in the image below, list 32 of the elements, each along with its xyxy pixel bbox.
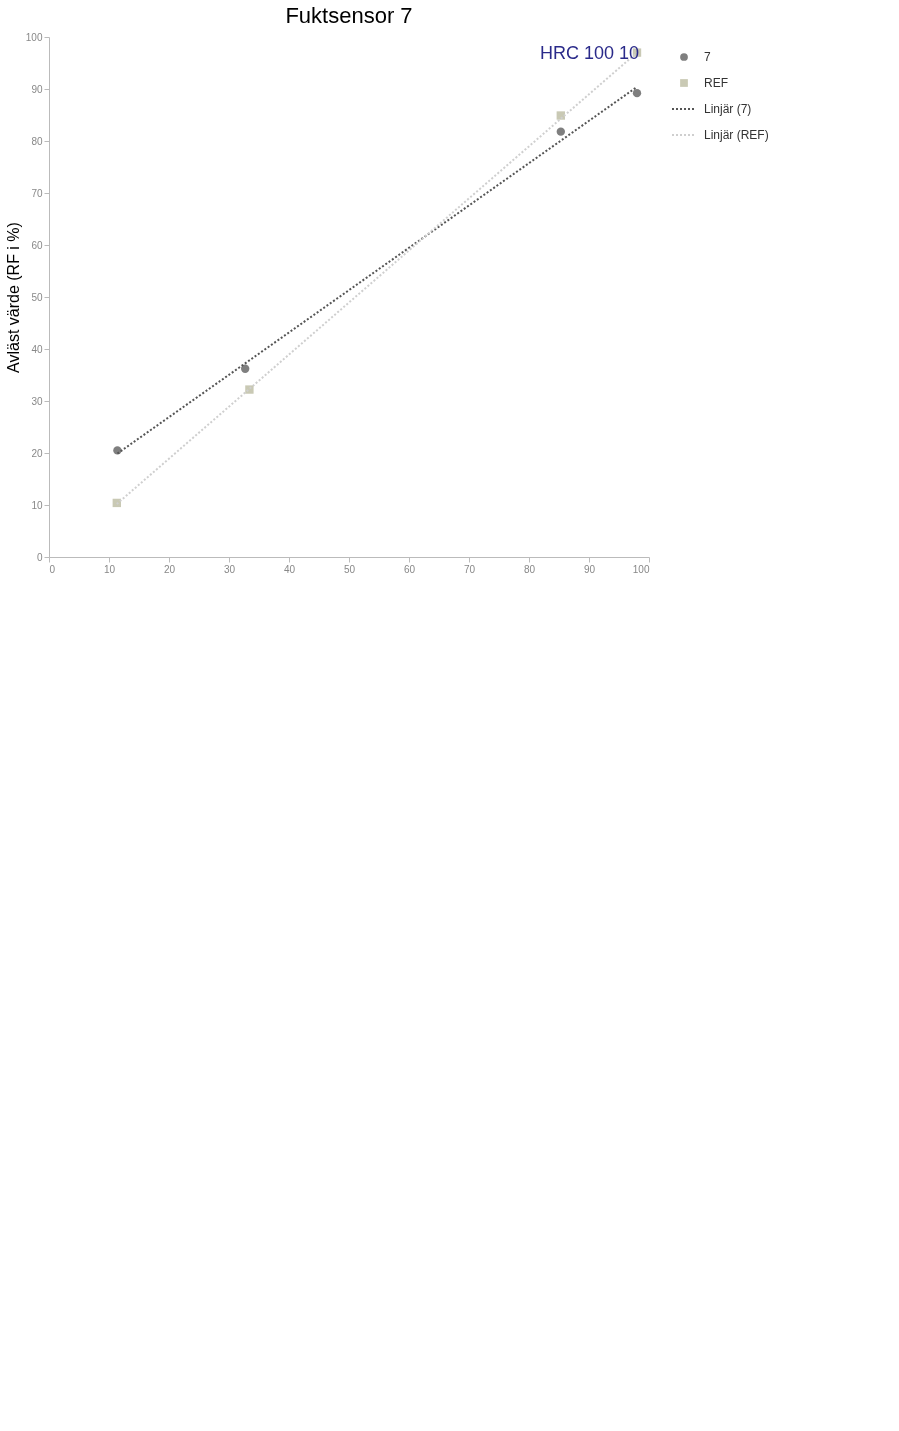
point bbox=[556, 127, 565, 136]
x-tick-label: 30 bbox=[223, 563, 236, 575]
y-tick-label: 90 bbox=[31, 83, 43, 95]
y-tick-label: 100 bbox=[25, 31, 43, 43]
y-tick-label: 40 bbox=[31, 343, 43, 355]
point bbox=[241, 364, 250, 373]
x-tick-label: 80 bbox=[523, 563, 536, 575]
y-axis-title: Avläst värde (RF i %) bbox=[4, 222, 22, 373]
y-tick-label: 70 bbox=[31, 187, 43, 199]
x-tick-label: 0 bbox=[49, 563, 56, 575]
y-tick-label: 10 bbox=[31, 499, 43, 511]
y-tick-label: 60 bbox=[31, 239, 43, 251]
legend-label: REF bbox=[704, 76, 728, 90]
x-tick-label: 20 bbox=[163, 563, 176, 575]
chart-title: Fuktsensor 7 bbox=[285, 3, 413, 28]
x-tick-label: 50 bbox=[343, 563, 356, 575]
y-tick-label: 20 bbox=[31, 447, 43, 459]
y-tick-label: 0 bbox=[36, 551, 43, 563]
y-tick-label: 80 bbox=[31, 135, 43, 147]
x-tick-label: 10 bbox=[103, 563, 116, 575]
x-tick-label: 70 bbox=[463, 563, 476, 575]
legend-label: Linjär (REF) bbox=[704, 128, 769, 142]
x-tick-label: 60 bbox=[403, 563, 416, 575]
x-tick-label: 90 bbox=[583, 563, 596, 575]
point bbox=[632, 88, 642, 98]
y-tick-label: 50 bbox=[31, 291, 43, 303]
legend-label: 7 bbox=[704, 50, 711, 64]
annotation: HRC 100 10 bbox=[539, 43, 639, 63]
x-tick-label: 40 bbox=[283, 563, 296, 575]
y-tick-label: 30 bbox=[31, 395, 43, 407]
x-tick-label: 100 bbox=[632, 563, 650, 575]
legend-label: Linjär (7) bbox=[704, 102, 752, 116]
